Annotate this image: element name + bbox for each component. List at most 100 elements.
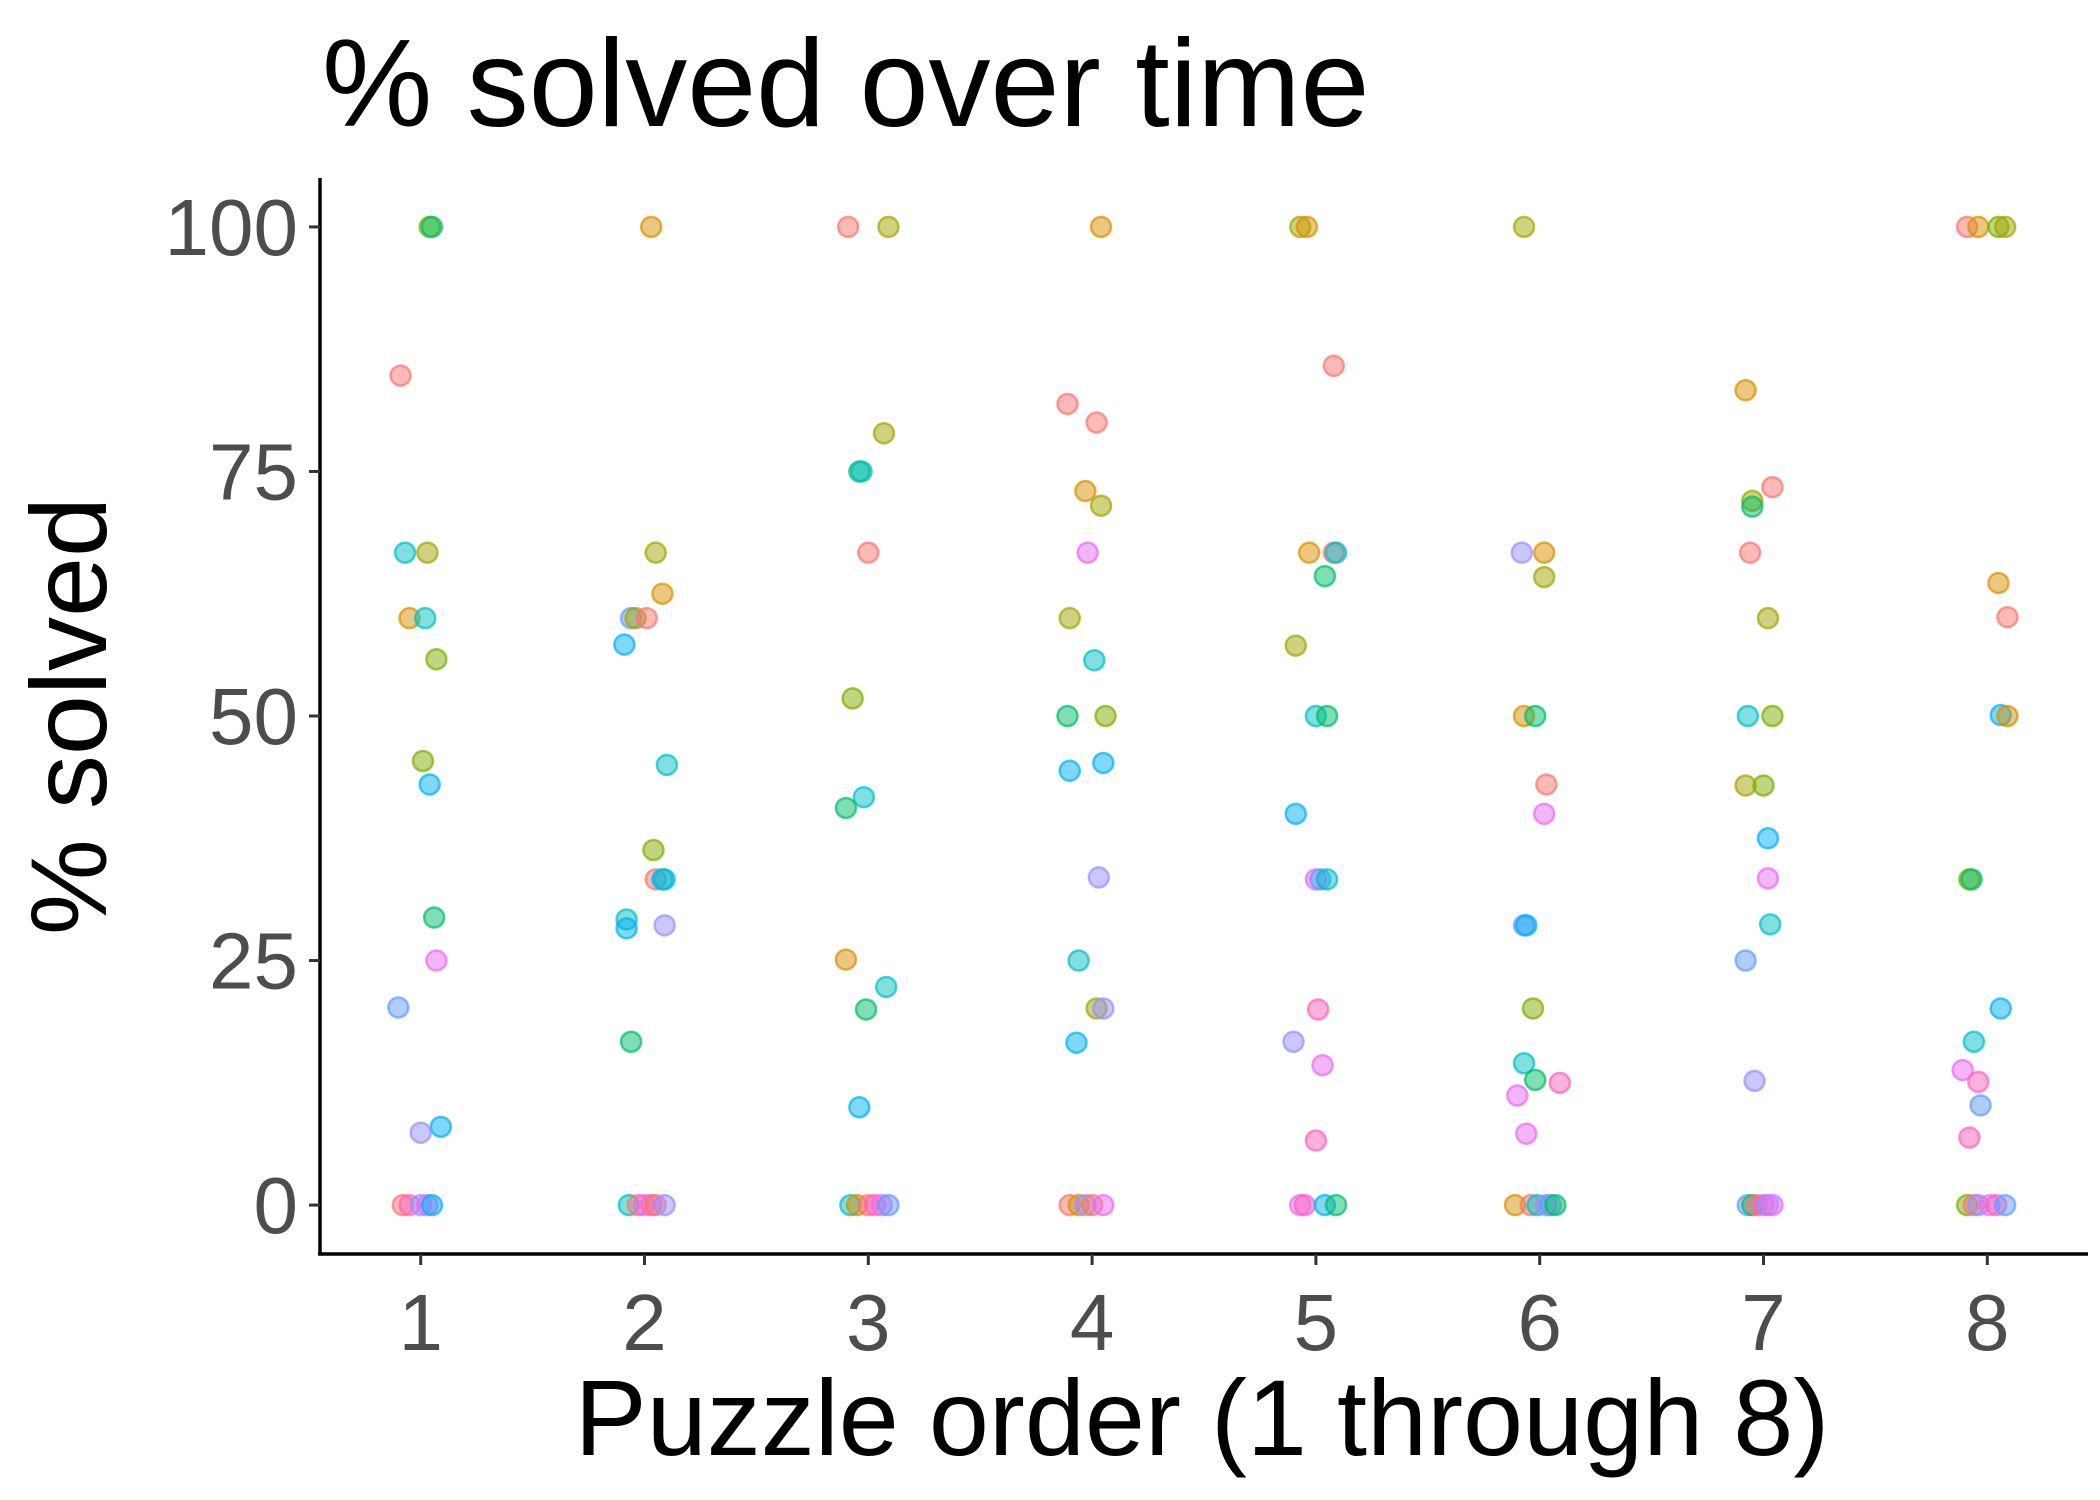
data-point [841,687,864,710]
data-point [1087,866,1111,889]
data-point [1756,606,1780,630]
data-point [877,215,900,239]
data-point [1306,998,1330,1021]
data-point [1515,1122,1538,1145]
data-point [420,1193,444,1217]
data-point [874,975,898,999]
x-tick-label: 8 [1965,1278,2010,1367]
data-point [1304,1129,1328,1152]
data-point [1092,751,1115,775]
data-point [413,606,437,630]
data-point [1065,1031,1088,1054]
data-point [613,633,636,656]
data-point [1311,1053,1334,1077]
data-point [418,773,441,796]
data-point [1324,1193,1348,1217]
data-point [1523,704,1547,728]
data-point [1734,379,1757,402]
data-point [1089,494,1113,517]
data-point [1761,475,1784,499]
data-point [425,949,448,972]
y-tick-label: 50 [209,672,298,761]
x-tick-label: 5 [1294,1278,1339,1367]
data-point [619,1030,643,1053]
y-tick-label: 100 [165,183,298,272]
data-point [1313,564,1337,588]
data-point [1741,495,1764,518]
data-point [1969,1094,1992,1117]
data-point [1758,913,1782,936]
data-point [1951,1058,1974,1082]
y-axis-ticks: 0 25 50 75 100 [165,183,320,1250]
data-point [1067,949,1090,972]
data-point [1092,1193,1115,1217]
x-tick-label: 7 [1741,1278,1786,1367]
data-point [653,914,676,937]
data-point [1293,1193,1316,1217]
data-point [1532,541,1556,564]
data-point [1092,997,1115,1020]
data-point [635,606,658,630]
data-point [1523,1068,1547,1092]
data-point [655,753,679,777]
data-point [1761,704,1784,728]
y-tick-label: 0 [254,1161,299,1250]
data-point [1056,704,1079,728]
data-point [1996,704,2019,728]
data-point [1094,704,1117,728]
data-point [850,460,873,483]
x-axis-title: Puzzle order (1 through 8) [575,1357,1830,1478]
data-point [644,541,667,564]
data-point [834,796,858,820]
data-point [615,917,638,940]
data-point [1962,1030,1986,1053]
data-point [1512,1052,1536,1075]
data-point [1532,565,1556,589]
data-point [1056,392,1079,416]
data-point [1083,648,1106,672]
x-tick-label: 6 [1517,1278,1562,1367]
data-point [1734,949,1757,972]
data-point [1958,1126,1981,1149]
data-point [1058,759,1081,783]
data-point [1756,867,1780,890]
data-point [1085,411,1108,434]
data-point [1076,541,1099,564]
data-point [425,648,448,671]
data-point [653,1193,676,1217]
data-point [1756,827,1780,850]
data-point [1989,997,2012,1020]
data-point [1993,215,2017,239]
data-point [1324,541,1348,564]
data-point [639,215,663,239]
data-point [1506,1084,1529,1107]
points-layer [387,215,2019,1217]
data-point [1315,868,1339,891]
data-point [1960,868,1983,891]
data-point [1736,704,1760,728]
data-point [1284,634,1308,657]
data-point [387,996,410,1019]
x-tick-label: 2 [622,1278,667,1367]
data-point [1282,1030,1305,1053]
data-point [1761,1193,1784,1217]
data-point [1089,215,1113,239]
data-point [877,1193,900,1217]
data-point [852,785,876,809]
data-point [1532,802,1556,826]
data-point [1752,774,1775,797]
data-point [1074,479,1097,503]
data-point [1544,1193,1567,1217]
data-point [834,948,858,971]
data-point [857,541,880,564]
data-point [411,749,435,773]
data-point [1315,704,1339,728]
data-point [836,215,860,239]
x-tick-label: 3 [846,1278,891,1367]
data-point [1535,773,1558,796]
y-tick-label: 25 [209,917,298,1006]
data-point [1996,605,2019,629]
data-point [1512,215,1536,239]
data-point [642,838,665,862]
